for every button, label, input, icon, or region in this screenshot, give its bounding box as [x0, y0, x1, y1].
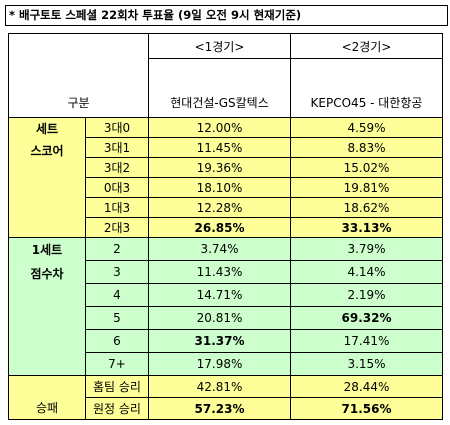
row-label: 2	[85, 237, 149, 261]
vote-rate: 3.79%	[290, 237, 443, 261]
section-label-line: 승패	[35, 401, 59, 415]
vote-rate: 71.56%	[290, 397, 443, 420]
section-row: 3대2 19.36% 15.02%	[9, 157, 443, 178]
section-label: 승패	[8, 375, 86, 420]
vote-rate: 31.37%	[148, 329, 291, 353]
vote-rate: 2.19%	[290, 283, 443, 307]
row-label: 3대0	[85, 117, 149, 138]
vote-rate: 42.81%	[148, 375, 291, 398]
section-row: 1세트 점수차 2 3.74% 3.79%	[8, 237, 443, 376]
row-label: 원정 승리	[85, 397, 149, 420]
section-label-line: 세트	[35, 122, 59, 136]
row-label: 3대1	[85, 137, 149, 158]
vote-rate: 20.81%	[148, 306, 291, 330]
match-header: <2경기>	[290, 33, 443, 59]
row-label: 3	[85, 260, 149, 284]
section-row: 0대3 18.10% 19.81%	[9, 177, 443, 198]
row-label: 4	[85, 283, 149, 307]
row-label: 0대3	[85, 177, 149, 198]
group-header: 구분	[8, 33, 149, 118]
vote-rate: 26.85%	[148, 217, 291, 238]
title: * 배구토토 스페셜 22회차 투표율 (9일 오전 9시 현재기준)	[5, 5, 448, 26]
row-label: 3대2	[85, 157, 149, 178]
vote-rate: 11.43%	[148, 260, 291, 284]
vote-rate: 12.28%	[148, 197, 291, 218]
row-label: 1대3	[85, 197, 149, 218]
section-row: 세트 스코어 3대0 12.00% 4.59%	[8, 117, 443, 238]
section-row: 원정 승리 57.23% 71.56%	[9, 397, 443, 420]
row-label: 5	[85, 306, 149, 330]
team-header: 현대건설-GS칼텍스	[148, 58, 291, 118]
vote-rate: 4.59%	[290, 117, 443, 138]
header-row: 현대건설-GS칼텍스 KEPCO45 - 대한항공	[9, 58, 443, 118]
vote-rate: 33.13%	[290, 217, 443, 238]
vote-table: 구분 <1경기> <2경기> 현대건설-GS칼텍스 KEPCO45 - 대한항공…	[8, 33, 443, 420]
vote-rate: 57.23%	[148, 397, 291, 420]
vote-rate: 14.71%	[148, 283, 291, 307]
vote-rate: 19.36%	[148, 157, 291, 178]
row-label: 홈팀 승리	[85, 375, 149, 398]
team-header: KEPCO45 - 대한항공	[290, 58, 443, 118]
row-label: 6	[85, 329, 149, 353]
vote-rate: 18.62%	[290, 197, 443, 218]
vote-rate: 3.15%	[290, 352, 443, 376]
section-row: 7+ 17.98% 3.15%	[9, 352, 443, 376]
header-row: 구분 <1경기> <2경기>	[8, 33, 443, 118]
vote-rate: 19.81%	[290, 177, 443, 198]
vote-rate: 15.02%	[290, 157, 443, 178]
vote-rate: 69.32%	[290, 306, 443, 330]
vote-rate: 17.41%	[290, 329, 443, 353]
match-header: <1경기>	[148, 33, 291, 59]
section-label-line: 스코어	[30, 144, 64, 158]
section-row: 5 20.81% 69.32%	[9, 306, 443, 330]
section-row: 6 31.37% 17.41%	[9, 329, 443, 353]
section-row: 4 14.71% 2.19%	[9, 283, 443, 307]
section-label-line: 점수차	[30, 267, 64, 281]
vote-rate: 4.14%	[290, 260, 443, 284]
vote-rate: 12.00%	[148, 117, 291, 138]
vote-rate: 28.44%	[290, 375, 443, 398]
vote-rate: 18.10%	[148, 177, 291, 198]
vote-rate: 11.45%	[148, 137, 291, 158]
section-row: 3대1 11.45% 8.83%	[9, 137, 443, 158]
row-label: 2대3	[85, 217, 149, 238]
section-label-line: 1세트	[31, 243, 63, 257]
vote-rate: 3.74%	[148, 237, 291, 261]
section-row: 승패 홈팀 승리 42.81% 28.44%	[8, 375, 443, 420]
vote-rate: 17.98%	[148, 352, 291, 376]
row-label: 7+	[85, 352, 149, 376]
vote-rate: 8.83%	[290, 137, 443, 158]
